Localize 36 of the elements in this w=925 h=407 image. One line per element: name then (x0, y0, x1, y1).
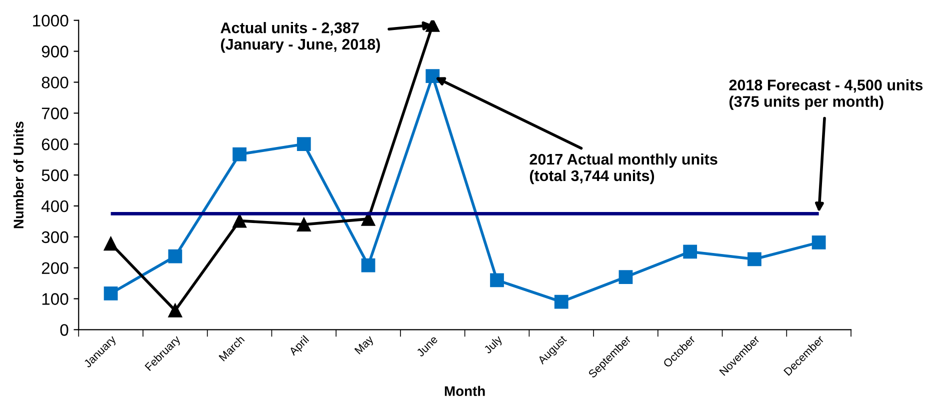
point (104, 286, 118, 300)
point (748, 252, 762, 266)
x-tick-label: May (354, 334, 376, 356)
point (618, 270, 633, 284)
y-tick-label: 200 (42, 262, 68, 274)
point (490, 273, 504, 288)
y-axis-title: Number of Units (13, 122, 24, 228)
point (683, 244, 698, 259)
y-tick-label: 400 (41, 200, 68, 212)
annotation: Actual units - 2,387 (January - June, 2018) (220, 22, 380, 53)
point (426, 20, 440, 32)
annotation: 2017 Actual monthly units (total 3,744 units) (530, 153, 718, 184)
y-tick-label: 800 (42, 76, 68, 88)
point (426, 69, 440, 83)
y-tick-label: 600 (42, 138, 68, 150)
point (168, 304, 182, 318)
y-tick-label: 900 (42, 46, 68, 58)
point (812, 235, 826, 250)
point (232, 147, 246, 162)
x-axis-title: Month (444, 386, 485, 396)
y-tick-label: 100 (42, 293, 68, 305)
point (104, 236, 118, 251)
annotation: 2018 Forecast - 4,500 units (375 units per month) (729, 79, 923, 110)
y-tick-label: 300 (42, 231, 68, 244)
y-tick-label: 1000 (33, 14, 68, 27)
point (361, 212, 376, 226)
point (296, 218, 311, 232)
y-tick-label: 0 (60, 324, 68, 336)
point (296, 137, 311, 152)
point (361, 258, 376, 272)
point (232, 214, 246, 228)
x-tick-label: July (483, 334, 504, 356)
point (554, 294, 568, 309)
y-tick-label: 500 (42, 169, 68, 182)
y-tick-label: 700 (42, 108, 68, 120)
point (168, 249, 182, 264)
